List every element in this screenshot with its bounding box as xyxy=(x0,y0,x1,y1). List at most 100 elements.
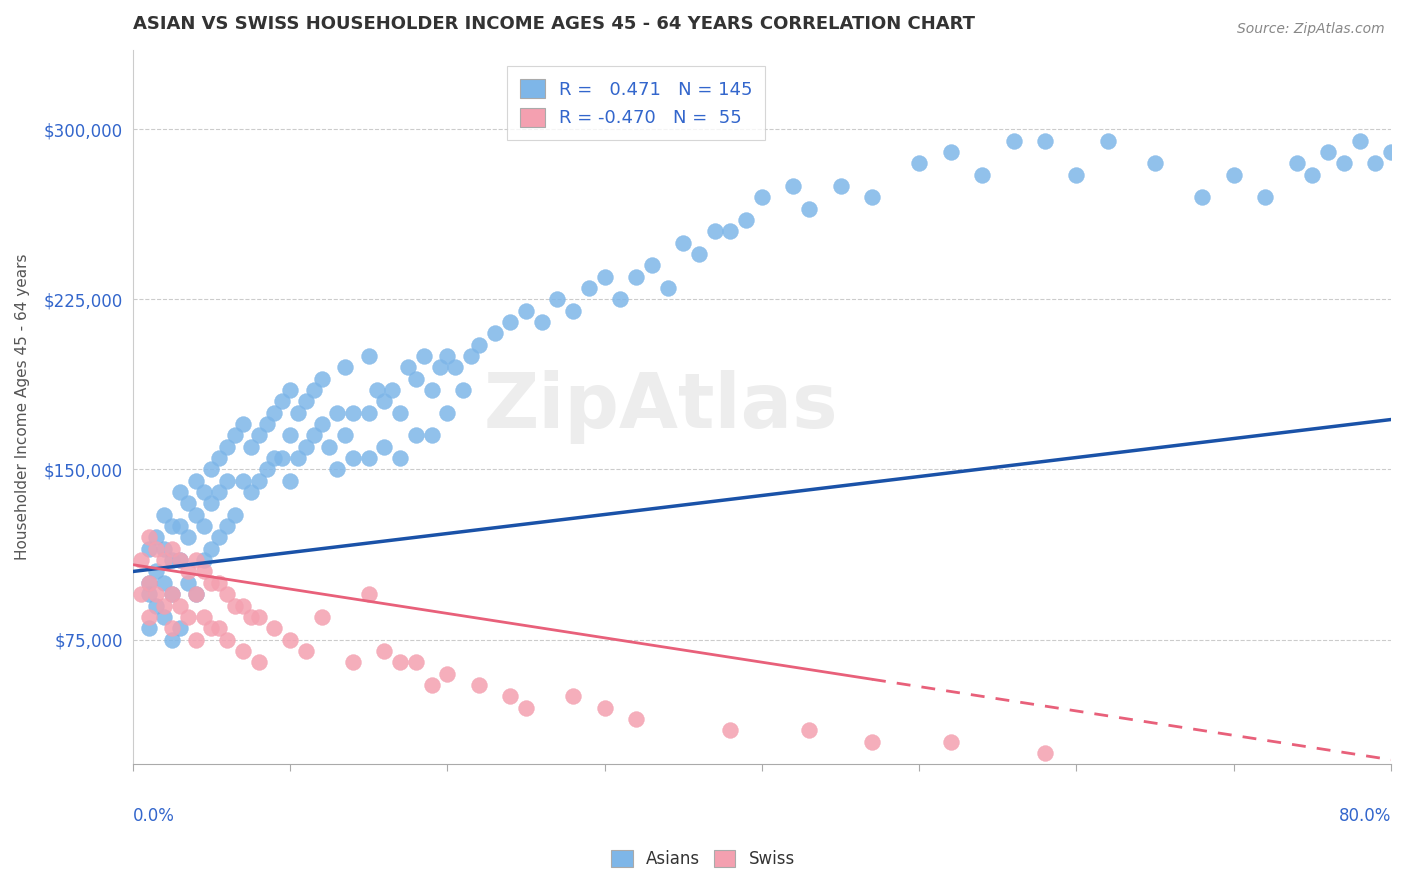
Point xyxy=(184,632,207,647)
Point xyxy=(184,587,207,601)
Point xyxy=(311,610,333,624)
Point xyxy=(373,394,395,409)
Point xyxy=(396,360,419,375)
Point xyxy=(405,655,427,669)
Point xyxy=(484,326,506,341)
Point xyxy=(177,565,200,579)
Point xyxy=(357,349,380,363)
Point xyxy=(138,531,160,545)
Point xyxy=(224,599,246,613)
Point xyxy=(1191,190,1213,204)
Point xyxy=(389,451,412,466)
Point xyxy=(782,178,804,193)
Point xyxy=(295,644,318,658)
Point xyxy=(169,519,191,533)
Point xyxy=(609,293,631,307)
Point xyxy=(160,553,183,567)
Point xyxy=(1254,190,1277,204)
Point xyxy=(239,485,262,500)
Point xyxy=(208,531,231,545)
Point xyxy=(153,553,176,567)
Point xyxy=(129,553,152,567)
Point xyxy=(318,440,340,454)
Point xyxy=(208,575,231,590)
Point xyxy=(333,428,356,442)
Point xyxy=(515,700,537,714)
Point xyxy=(342,406,364,420)
Point xyxy=(530,315,553,329)
Point xyxy=(217,632,239,647)
Point xyxy=(720,723,742,738)
Point xyxy=(1364,156,1386,170)
Point xyxy=(405,372,427,386)
Point xyxy=(169,599,191,613)
Point xyxy=(247,655,270,669)
Point xyxy=(263,406,285,420)
Point xyxy=(256,417,278,431)
Point xyxy=(326,406,349,420)
Point xyxy=(357,587,380,601)
Point xyxy=(138,621,160,635)
Point xyxy=(263,621,285,635)
Point xyxy=(412,349,434,363)
Point xyxy=(200,541,222,556)
Point xyxy=(193,519,215,533)
Point xyxy=(460,349,482,363)
Point xyxy=(389,406,412,420)
Text: ZipAtlas: ZipAtlas xyxy=(484,370,838,444)
Point xyxy=(672,235,695,250)
Legend: Asians, Swiss: Asians, Swiss xyxy=(605,843,801,875)
Point xyxy=(247,474,270,488)
Point xyxy=(1301,168,1323,182)
Point xyxy=(193,610,215,624)
Point xyxy=(593,700,616,714)
Point xyxy=(342,451,364,466)
Point xyxy=(247,610,270,624)
Point xyxy=(160,541,183,556)
Point xyxy=(208,451,231,466)
Point xyxy=(1285,156,1308,170)
Point xyxy=(224,508,246,522)
Point xyxy=(153,599,176,613)
Point xyxy=(357,406,380,420)
Point xyxy=(333,360,356,375)
Point xyxy=(468,337,491,351)
Point xyxy=(311,372,333,386)
Point xyxy=(160,632,183,647)
Point xyxy=(735,213,758,227)
Point xyxy=(145,541,167,556)
Point xyxy=(200,462,222,476)
Point xyxy=(247,428,270,442)
Point xyxy=(373,644,395,658)
Point xyxy=(217,587,239,601)
Point xyxy=(703,224,725,238)
Point xyxy=(1317,145,1340,159)
Point xyxy=(641,258,664,272)
Point xyxy=(169,553,191,567)
Point xyxy=(624,712,647,726)
Point xyxy=(429,360,451,375)
Point xyxy=(169,621,191,635)
Point xyxy=(578,281,600,295)
Point xyxy=(153,610,176,624)
Point xyxy=(830,178,852,193)
Point xyxy=(138,575,160,590)
Point xyxy=(153,508,176,522)
Point xyxy=(160,587,183,601)
Point xyxy=(547,293,569,307)
Point xyxy=(160,519,183,533)
Point xyxy=(657,281,679,295)
Point xyxy=(420,383,443,397)
Point xyxy=(366,383,388,397)
Point xyxy=(177,610,200,624)
Point xyxy=(499,315,522,329)
Point xyxy=(562,690,585,704)
Point xyxy=(138,587,160,601)
Point xyxy=(1033,746,1056,760)
Point xyxy=(217,474,239,488)
Point xyxy=(217,440,239,454)
Point xyxy=(271,394,294,409)
Point xyxy=(381,383,404,397)
Point xyxy=(860,734,883,748)
Point xyxy=(278,428,301,442)
